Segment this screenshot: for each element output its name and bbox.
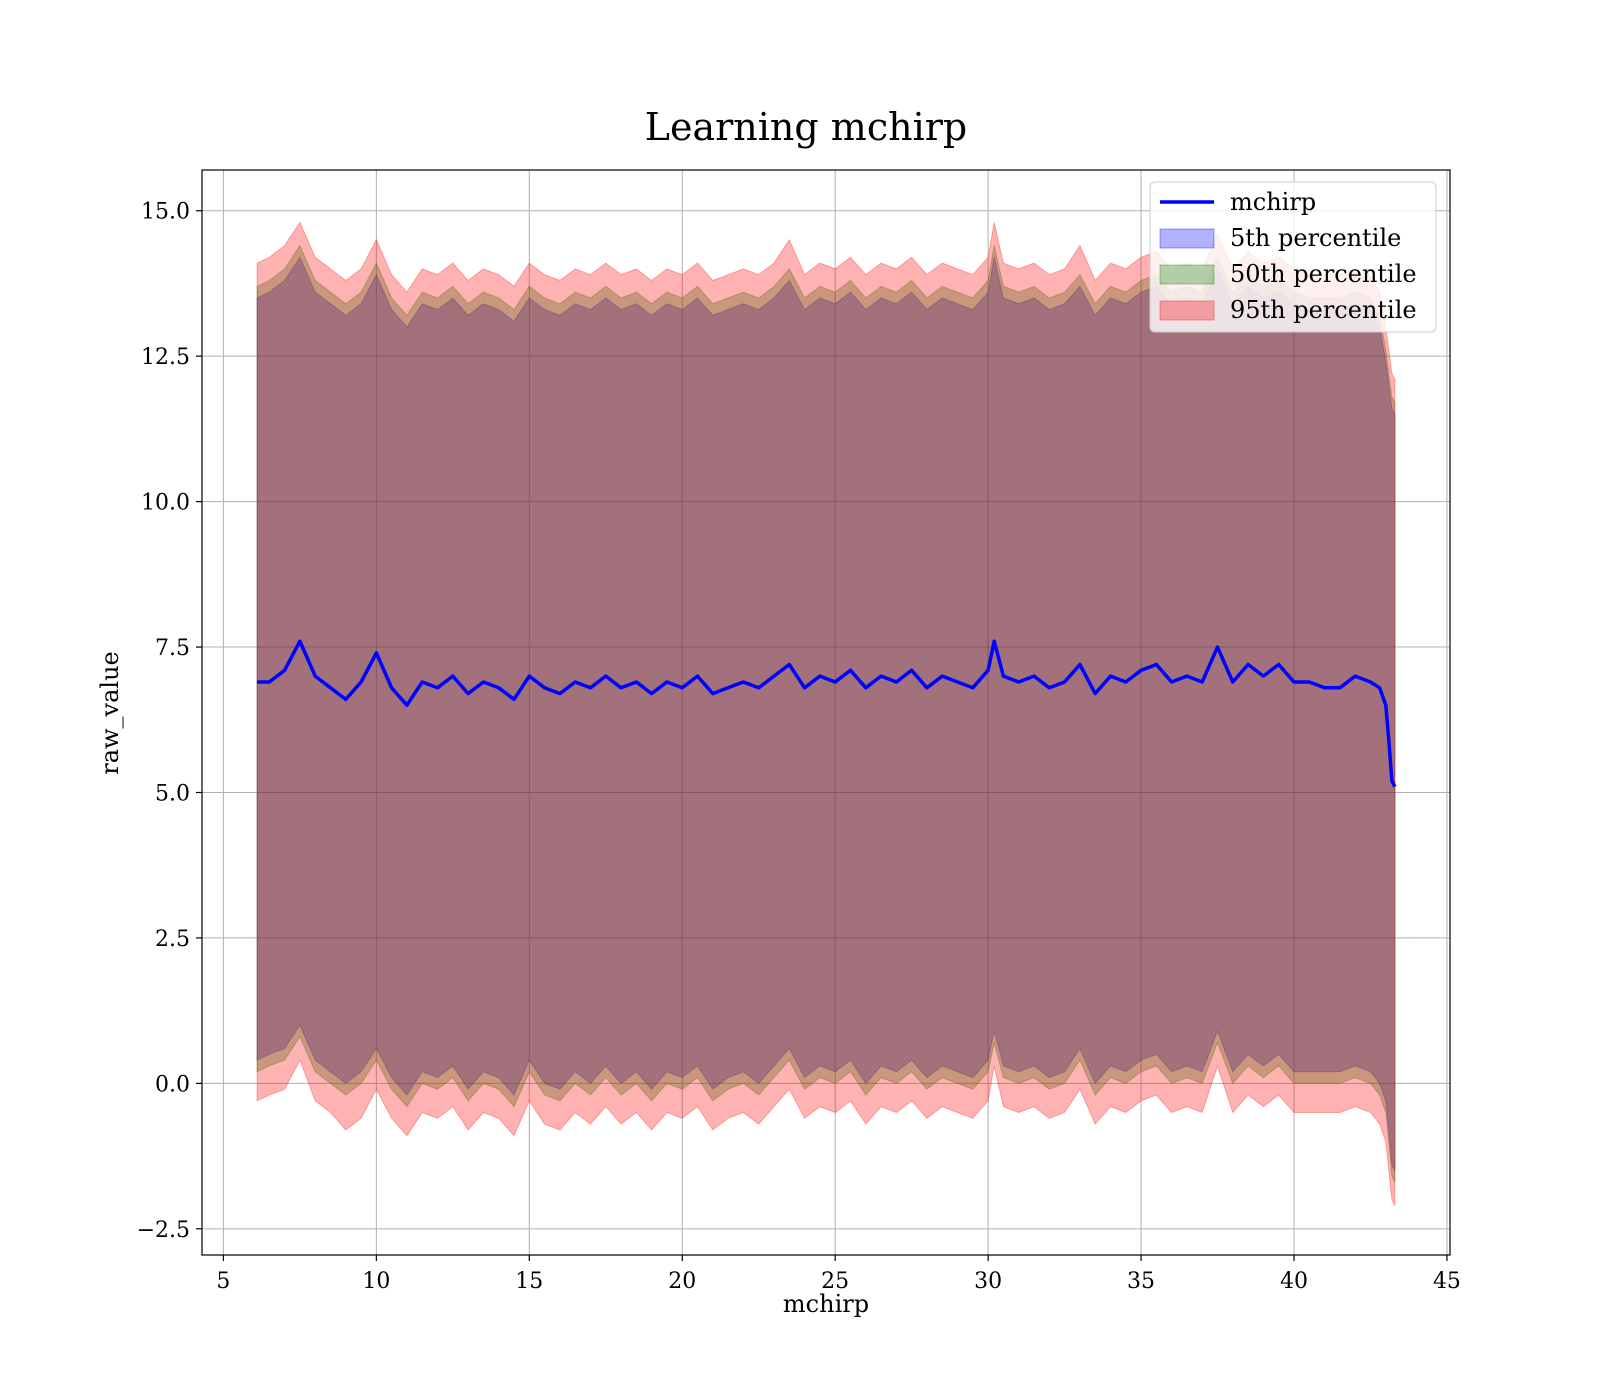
x-tick-label: 25 bbox=[821, 1269, 849, 1294]
x-tick-label: 35 bbox=[1127, 1269, 1155, 1294]
y-tick-label: 2.5 bbox=[155, 927, 190, 952]
x-tick-label: 15 bbox=[515, 1269, 543, 1294]
y-tick-label: 7.5 bbox=[155, 636, 190, 661]
legend-swatch-band bbox=[1159, 300, 1215, 321]
legend-box bbox=[1149, 181, 1437, 333]
y-tick-label: 15.0 bbox=[141, 200, 190, 225]
x-tick-label: 10 bbox=[362, 1269, 390, 1294]
y-tick-label: 12.5 bbox=[141, 345, 190, 370]
grid-lines bbox=[202, 170, 1450, 1255]
y-tick-label: 5.0 bbox=[155, 781, 190, 806]
series-line-mchirp bbox=[257, 639, 1397, 788]
y-axis-label: raw_value bbox=[96, 651, 124, 775]
x-tick-label: 45 bbox=[1433, 1269, 1461, 1294]
x-tick-label: 5 bbox=[216, 1269, 230, 1294]
y-tick-label: 0.0 bbox=[155, 1072, 190, 1097]
axes-frame bbox=[201, 169, 1451, 1256]
x-axis-label: mchirp bbox=[783, 1290, 869, 1318]
x-tick-label: 30 bbox=[974, 1269, 1002, 1294]
legend-swatch-band bbox=[1159, 228, 1215, 249]
series-lines bbox=[257, 639, 1397, 788]
legend-entry-label: 95th percentile bbox=[1230, 296, 1417, 324]
legend: mchirp 5th percentile 50th percentile 95th … bbox=[1149, 181, 1437, 333]
x-axis-ticks: 5 10 15 20 25 30 35 40 45 bbox=[216, 1255, 1461, 1294]
legend-entry-label: 5th percentile bbox=[1230, 224, 1401, 252]
band-50th-percentile bbox=[256, 244, 1396, 1183]
legend-swatch-band bbox=[1159, 264, 1215, 285]
band-5th-percentile bbox=[256, 256, 1396, 1171]
legend-entry-label: mchirp bbox=[1230, 188, 1316, 216]
band-95th-percentile bbox=[256, 221, 1396, 1206]
y-axis-ticks: −2.5 0.0 2.5 5.0 7.5 10.0 12.5 15.0 bbox=[137, 200, 202, 1243]
percentile-bands bbox=[256, 221, 1396, 1206]
legend-entry-label: 50th percentile bbox=[1230, 260, 1417, 288]
y-tick-label: −2.5 bbox=[137, 1218, 190, 1243]
chart-title: Learning mchirp bbox=[645, 105, 967, 149]
x-tick-label: 20 bbox=[668, 1269, 696, 1294]
x-tick-label: 40 bbox=[1280, 1269, 1308, 1294]
y-tick-label: 10.0 bbox=[141, 491, 190, 516]
